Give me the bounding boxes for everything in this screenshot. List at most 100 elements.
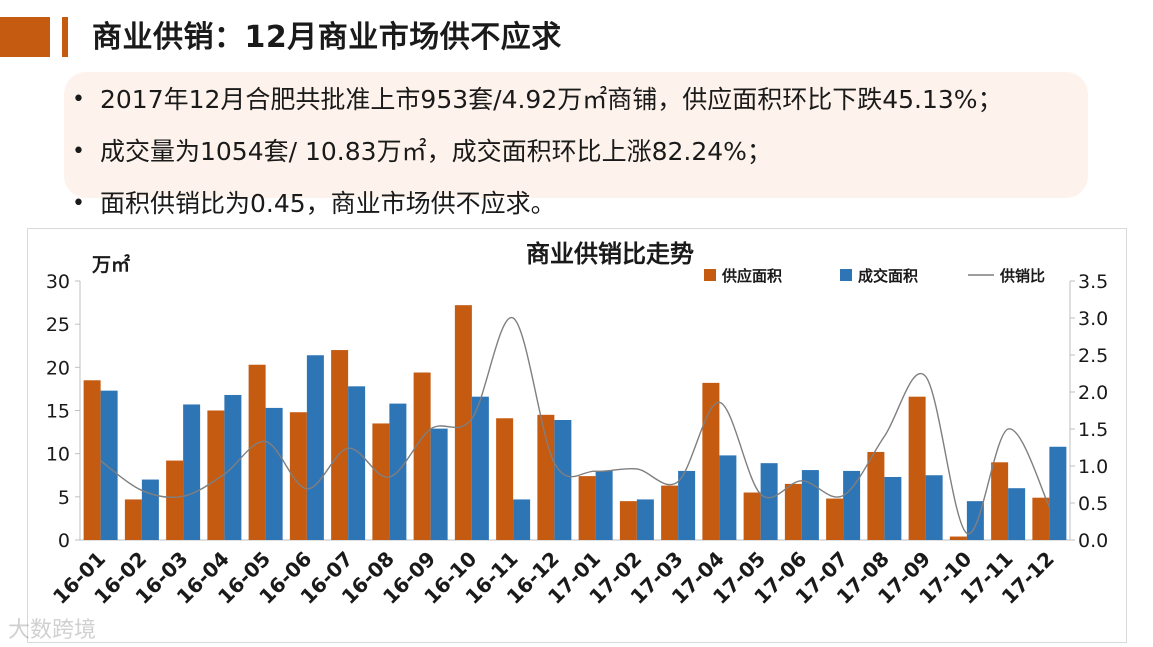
ratio-point bbox=[801, 480, 803, 482]
ratio-point bbox=[842, 495, 844, 497]
ratio-point bbox=[471, 418, 473, 420]
ratio-point bbox=[677, 481, 679, 483]
bar-supply bbox=[248, 364, 266, 540]
bar-supply bbox=[578, 476, 596, 540]
bar-sales bbox=[719, 455, 737, 540]
supply-sales-chart: 0510152025300.00.51.01.52.02.53.03.516-0… bbox=[46, 240, 1108, 609]
bar-sales bbox=[801, 470, 819, 540]
title-accent-block bbox=[0, 17, 50, 57]
bar-supply bbox=[991, 462, 1009, 540]
bar-sales bbox=[966, 501, 984, 540]
ratio-point bbox=[512, 317, 514, 319]
bar-sales bbox=[1049, 446, 1067, 540]
ratio-point bbox=[1007, 428, 1009, 430]
bar-supply bbox=[207, 410, 225, 540]
bar-sales bbox=[760, 463, 778, 540]
y-tick-label-right: 0.0 bbox=[1078, 530, 1108, 552]
bar-sales bbox=[183, 404, 201, 540]
bar-sales bbox=[100, 390, 118, 540]
ratio-point bbox=[182, 496, 184, 498]
bar-sales bbox=[306, 355, 324, 540]
ratio-point bbox=[1049, 506, 1051, 508]
ratio-point bbox=[306, 488, 308, 490]
ratio-point bbox=[389, 476, 391, 478]
bar-sales bbox=[843, 470, 861, 540]
bar-sales bbox=[348, 386, 366, 540]
ratio-point bbox=[884, 436, 886, 438]
bar-supply bbox=[331, 350, 349, 540]
bullet-list: 2017年12月合肥共批准上市953套/4.92万㎡商铺，供应面积环比下跌45.… bbox=[70, 76, 1150, 232]
bar-supply bbox=[372, 423, 390, 540]
bar-sales bbox=[554, 419, 572, 540]
bar-sales bbox=[925, 475, 943, 540]
y-axis-label: 万㎡ bbox=[91, 253, 130, 276]
ratio-point bbox=[636, 468, 638, 470]
ratio-point bbox=[966, 533, 968, 535]
y-tick-label-right: 3.5 bbox=[1078, 271, 1108, 293]
y-tick-label-right: 0.5 bbox=[1078, 493, 1108, 515]
legend-supply-swatch bbox=[704, 269, 716, 281]
y-tick-label-left: 25 bbox=[46, 314, 70, 336]
plot-area: 0510152025300.00.51.01.52.02.53.03.516-0… bbox=[46, 240, 1108, 609]
y-tick-label-left: 15 bbox=[46, 401, 70, 423]
y-tick-label-right: 1.5 bbox=[1078, 419, 1108, 441]
ratio-point bbox=[141, 490, 143, 492]
ratio-point bbox=[719, 402, 721, 404]
chart-frame: 0 5 10 15 20 25 30 0.0 0.5 1.0 1.5 2.0 2.5 3.0 3.5 16-0… bbox=[27, 228, 1127, 643]
y-tick-label-right: 2.0 bbox=[1078, 382, 1108, 404]
y-tick-label-right: 2.5 bbox=[1078, 345, 1108, 367]
ratio-point bbox=[265, 441, 267, 443]
bar-sales bbox=[1008, 488, 1026, 540]
ratio-line bbox=[100, 317, 1050, 535]
bar-supply bbox=[867, 451, 885, 540]
bar-supply bbox=[661, 485, 679, 540]
y-tick-label-left: 5 bbox=[58, 487, 70, 509]
bullet-sales: 成交量为1054套/ 10.83万㎡，成交面积环比上涨82.24%； bbox=[70, 128, 1150, 180]
bar-sales bbox=[471, 396, 489, 540]
ratio-point bbox=[224, 473, 226, 475]
bar-supply bbox=[826, 498, 844, 540]
bar-supply bbox=[949, 536, 967, 540]
y-tick-label-right: 1.0 bbox=[1078, 456, 1108, 478]
ratio-point bbox=[925, 376, 927, 378]
bar-sales bbox=[884, 476, 902, 540]
ratio-point bbox=[430, 428, 432, 430]
y-tick-label-left: 20 bbox=[46, 357, 70, 379]
ratio-point bbox=[347, 447, 349, 449]
bar-supply bbox=[454, 305, 472, 540]
bar-supply bbox=[1032, 497, 1050, 540]
bar-sales bbox=[513, 499, 531, 540]
legend-sales-label: 成交面积 bbox=[858, 267, 918, 285]
bar-supply bbox=[619, 501, 637, 540]
bullet-ratio: 面积供销比为0.45，商业市场供不应求。 bbox=[70, 180, 1150, 232]
bar-supply bbox=[124, 499, 142, 540]
bar-sales bbox=[265, 407, 283, 540]
bullet-supply: 2017年12月合肥共批准上市953套/4.92万㎡商铺，供应面积环比下跌45.… bbox=[70, 76, 1150, 128]
y-tick-label-left: 0 bbox=[58, 530, 70, 552]
legend-ratio-label: 供销比 bbox=[999, 267, 1045, 285]
chart-title: 商业供销比走势 bbox=[526, 240, 694, 268]
bar-supply bbox=[496, 418, 514, 540]
bar-supply bbox=[289, 412, 307, 540]
bar-supply bbox=[702, 382, 720, 540]
watermark: 大数跨境 bbox=[8, 618, 97, 643]
bar-supply bbox=[908, 396, 926, 540]
bar-supply bbox=[83, 380, 101, 540]
y-tick-label-left: 10 bbox=[46, 444, 70, 466]
bar-supply bbox=[166, 460, 184, 540]
ratio-point bbox=[100, 460, 102, 462]
ratio-point bbox=[595, 470, 597, 472]
title-accent-line bbox=[62, 17, 68, 57]
ratio-point bbox=[554, 462, 556, 464]
bar-supply bbox=[784, 483, 802, 540]
bar-sales bbox=[430, 428, 448, 540]
legend-supply-label: 供应面积 bbox=[721, 267, 782, 285]
bar-sales bbox=[678, 470, 696, 540]
slide-title: 商业供销：12月商业市场供不应求 bbox=[92, 20, 562, 55]
legend-sales-swatch bbox=[840, 269, 852, 281]
bar-sales bbox=[141, 479, 159, 540]
bar-supply bbox=[413, 372, 431, 540]
bar-sales bbox=[636, 499, 654, 540]
ratio-point bbox=[760, 493, 762, 495]
y-tick-label-right: 3.0 bbox=[1078, 308, 1108, 330]
